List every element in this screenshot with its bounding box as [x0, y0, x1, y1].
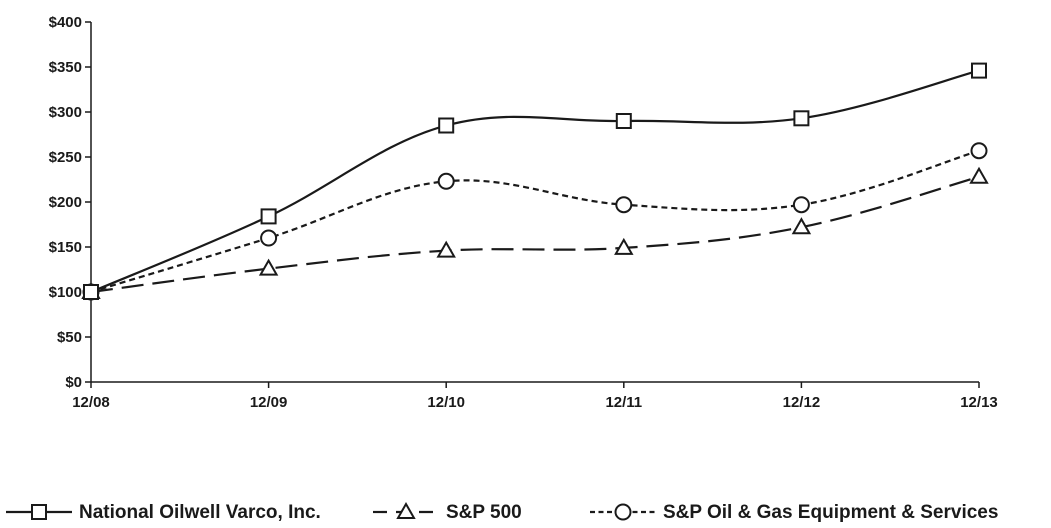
x-tick-label: 12/10 — [427, 394, 465, 411]
legend-label: S&P 500 — [446, 502, 522, 523]
data-point-square — [260, 208, 277, 225]
data-point-circle — [437, 172, 455, 190]
series-line — [90, 69, 980, 294]
data-point-square — [971, 62, 987, 79]
data-point-triangle — [258, 258, 279, 276]
x-tick-label: 12/08 — [72, 394, 110, 411]
y-tick-label: $250 — [49, 149, 82, 166]
legend-item: S&P 500 — [373, 501, 522, 523]
data-point-circle — [260, 229, 278, 247]
data-point-triangle — [614, 237, 634, 255]
series-lines — [81, 62, 989, 301]
x-tick-label: 12/13 — [960, 394, 998, 411]
y-tick-label: $400 — [49, 14, 82, 31]
legend-marker-triangle — [396, 501, 416, 519]
y-axis: $0 $50 $100 $150 $200 $250 $300 $350 $400 — [49, 14, 92, 391]
y-tick-label: $200 — [49, 194, 82, 211]
data-point-triangle — [791, 217, 812, 235]
x-tick-label: 12/12 — [783, 394, 821, 411]
y-tick-label: $50 — [57, 329, 82, 346]
data-point-square — [615, 113, 632, 129]
legend-label: National Oilwell Varco, Inc. — [79, 502, 321, 523]
series-line — [90, 149, 980, 294]
data-point-triangle — [436, 240, 456, 258]
data-point-square — [83, 284, 99, 300]
legend-marker-square — [31, 504, 47, 520]
legend-item: S&P Oil & Gas Equipment & Services — [590, 502, 998, 523]
y-tick-label: $350 — [49, 59, 82, 76]
y-tick-label: $100 — [49, 284, 82, 301]
y-tick-label: $300 — [49, 104, 82, 121]
y-tick-label: $150 — [49, 239, 82, 256]
x-tick-label: 12/09 — [250, 394, 288, 411]
data-point-triangle — [969, 166, 989, 184]
x-axis: 12/08 12/09 12/10 12/11 12/12 12/13 — [72, 381, 998, 411]
x-tick-label: 12/11 — [605, 394, 642, 411]
data-point-circle — [792, 196, 810, 214]
data-point-square — [793, 110, 810, 127]
legend-label: S&P Oil & Gas Equipment & Services — [663, 502, 998, 523]
series-square — [83, 62, 987, 300]
legend-marker-circle — [614, 503, 632, 521]
series-circle — [82, 142, 988, 301]
data-point-circle — [615, 196, 633, 214]
legend-item: National Oilwell Varco, Inc. — [6, 502, 321, 523]
y-tick-label: $0 — [65, 374, 82, 391]
legend: National Oilwell Varco, Inc. S&P 500 S&P O… — [6, 501, 998, 523]
data-point-circle — [970, 142, 988, 160]
data-point-square — [438, 117, 455, 134]
series-line — [90, 175, 980, 294]
